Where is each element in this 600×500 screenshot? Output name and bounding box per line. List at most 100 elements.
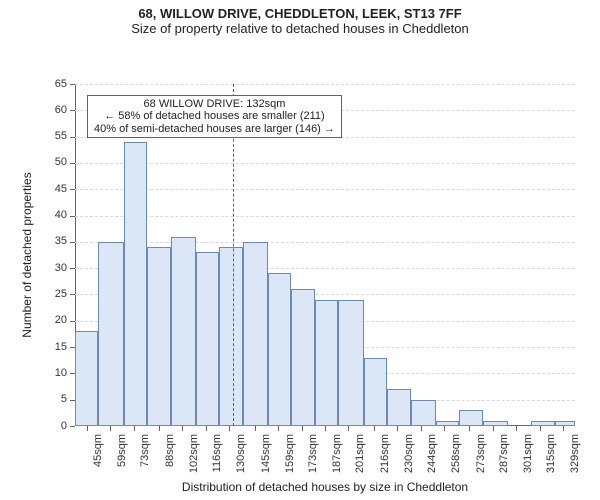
gridline: [75, 216, 575, 217]
x-tick: [229, 426, 230, 431]
y-tick: [70, 110, 75, 111]
annotation-line: 40% of semi-detached houses are larger (…: [94, 123, 335, 136]
x-tick-label: 73sqm: [139, 434, 151, 484]
x-tick: [110, 426, 111, 431]
y-tick-label: 5: [41, 393, 67, 405]
histogram-bar: [483, 421, 508, 426]
x-tick: [540, 426, 541, 431]
x-tick-label: 301sqm: [522, 434, 534, 484]
x-tick: [87, 426, 88, 431]
y-tick-label: 0: [41, 420, 67, 432]
histogram-bar: [75, 331, 98, 426]
histogram-bar: [147, 247, 170, 426]
x-tick: [516, 426, 517, 431]
x-tick-label: 216sqm: [379, 434, 391, 484]
histogram-bar: [459, 410, 482, 426]
x-tick-label: 145sqm: [260, 434, 272, 484]
x-tick: [206, 426, 207, 431]
y-tick-label: 40: [41, 209, 67, 221]
histogram-bar: [171, 237, 196, 426]
y-tick: [70, 216, 75, 217]
x-tick-label: 287sqm: [498, 434, 510, 484]
annotation-line: ← 58% of detached houses are smaller (21…: [94, 110, 335, 123]
x-tick-label: 88sqm: [164, 434, 176, 484]
x-tick-label: 159sqm: [284, 434, 296, 484]
x-tick: [374, 426, 375, 431]
histogram-bar: [531, 421, 554, 426]
gridline: [75, 163, 575, 164]
x-tick: [159, 426, 160, 431]
annotation-box: 68 WILLOW DRIVE: 132sqm← 58% of detached…: [87, 95, 342, 139]
x-tick-label: 130sqm: [235, 434, 247, 484]
gridline: [75, 189, 575, 190]
x-tick: [134, 426, 135, 431]
x-tick: [302, 426, 303, 431]
gridline: [75, 84, 575, 85]
histogram-bar: [364, 358, 387, 426]
x-tick-label: 173sqm: [307, 434, 319, 484]
y-tick: [70, 321, 75, 322]
annotation-line: 68 WILLOW DRIVE: 132sqm: [94, 98, 335, 111]
histogram-bar: [315, 300, 338, 426]
y-tick-label: 45: [41, 183, 67, 195]
histogram-bar: [98, 242, 123, 426]
chart-area: 0510152025303540455055606545sqm59sqm73sq…: [0, 36, 600, 456]
y-tick: [70, 294, 75, 295]
x-tick-label: 273sqm: [475, 434, 487, 484]
x-tick: [563, 426, 564, 431]
y-axis-label: Number of detached properties: [20, 155, 34, 355]
x-tick: [278, 426, 279, 431]
x-tick: [255, 426, 256, 431]
x-tick-label: 102sqm: [188, 434, 200, 484]
chart-title-main: 68, WILLOW DRIVE, CHEDDLETON, LEEK, ST13…: [0, 0, 600, 21]
histogram-bar: [243, 242, 268, 426]
x-tick-label: 116sqm: [211, 434, 223, 484]
x-tick: [444, 426, 445, 431]
x-tick-label: 45sqm: [92, 434, 104, 484]
histogram-bar: [436, 421, 459, 426]
x-tick: [348, 426, 349, 431]
y-tick: [70, 84, 75, 85]
y-tick: [70, 163, 75, 164]
y-tick: [70, 242, 75, 243]
x-axis-label: Distribution of detached houses by size …: [75, 480, 575, 494]
x-tick: [397, 426, 398, 431]
y-tick-label: 60: [41, 104, 67, 116]
x-tick-label: 315sqm: [545, 434, 557, 484]
x-tick: [421, 426, 422, 431]
x-tick-label: 230sqm: [403, 434, 415, 484]
histogram-bar: [555, 421, 575, 426]
x-tick: [182, 426, 183, 431]
gridline: [75, 242, 575, 243]
y-tick-label: 15: [41, 341, 67, 353]
histogram-bar: [338, 300, 363, 426]
x-tick-label: 329sqm: [569, 434, 581, 484]
histogram-bar: [291, 289, 314, 426]
y-tick: [70, 189, 75, 190]
histogram-bar: [387, 389, 410, 426]
y-tick-label: 20: [41, 314, 67, 326]
y-tick-label: 10: [41, 367, 67, 379]
x-tick-label: 59sqm: [116, 434, 128, 484]
x-tick-label: 201sqm: [354, 434, 366, 484]
x-tick-label: 258sqm: [450, 434, 462, 484]
histogram-bar: [196, 252, 219, 426]
chart-title-sub: Size of property relative to detached ho…: [0, 21, 600, 36]
histogram-bar: [268, 273, 291, 426]
histogram-bar: [219, 247, 242, 426]
y-tick-label: 50: [41, 156, 67, 168]
y-tick-label: 30: [41, 262, 67, 274]
x-tick-label: 244sqm: [426, 434, 438, 484]
y-tick-label: 55: [41, 130, 67, 142]
histogram-bar: [411, 400, 436, 426]
histogram-bar: [124, 142, 147, 426]
x-tick: [493, 426, 494, 431]
y-tick: [70, 268, 75, 269]
y-tick-label: 25: [41, 288, 67, 300]
y-tick: [70, 426, 75, 427]
x-tick-label: 187sqm: [331, 434, 343, 484]
x-tick: [325, 426, 326, 431]
y-tick-label: 65: [41, 78, 67, 90]
y-tick: [70, 137, 75, 138]
y-tick-label: 35: [41, 235, 67, 247]
